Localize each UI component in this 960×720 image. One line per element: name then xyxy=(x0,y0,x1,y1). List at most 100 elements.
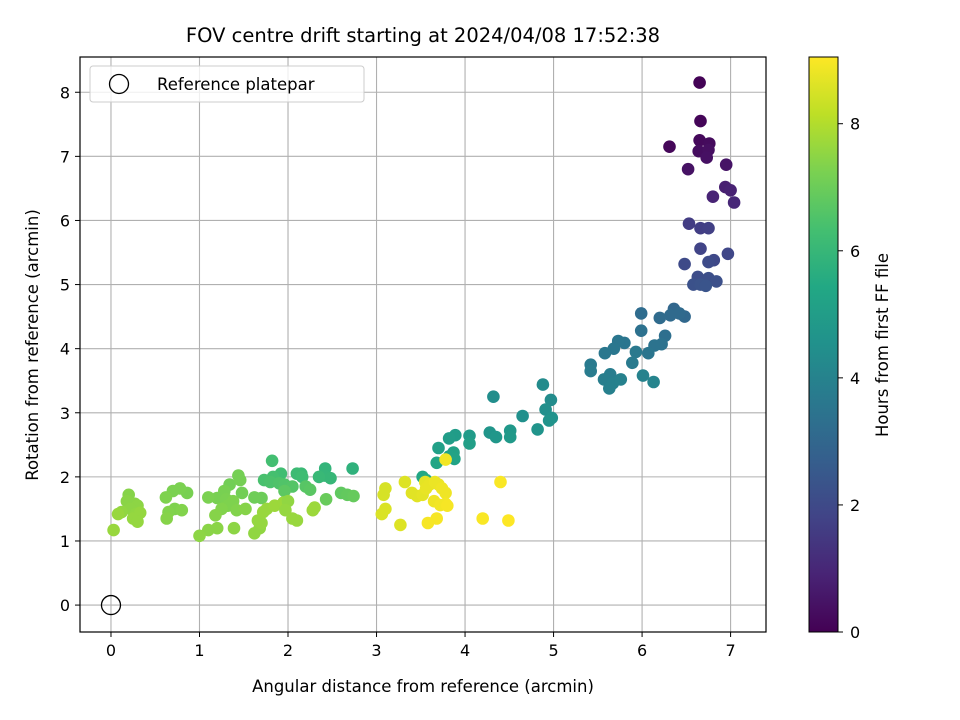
scatter-point xyxy=(642,346,655,360)
scatter-point xyxy=(421,516,435,530)
scatter-point xyxy=(248,491,261,504)
y-tick-label: 8 xyxy=(60,83,70,102)
scatter-point xyxy=(377,488,390,502)
colorbar-label: Hours from first FF file xyxy=(873,253,892,437)
scatter-point xyxy=(278,484,291,498)
scatter-point xyxy=(111,507,125,521)
y-axis-ticks: 0 1 2 3 4 5 6 7 8 xyxy=(60,83,80,615)
scatter-point xyxy=(693,134,706,147)
scatter-point xyxy=(233,473,247,487)
x-tick-label: 0 xyxy=(106,641,116,660)
scatter-point xyxy=(375,507,389,521)
scatter-point xyxy=(441,499,454,512)
scatter-point xyxy=(531,423,544,436)
scatter-point xyxy=(544,393,558,407)
scatter-point xyxy=(439,453,452,466)
scatter-point xyxy=(312,470,326,484)
scatter-point xyxy=(647,375,660,389)
scatter-point xyxy=(721,247,735,261)
scatter-point xyxy=(710,275,723,288)
scatter-point xyxy=(193,529,206,543)
colorbar-tick-label: 6 xyxy=(850,242,860,261)
scatter-point xyxy=(700,151,713,164)
scatter-point xyxy=(724,184,737,197)
scatter-point xyxy=(653,311,667,325)
legend: Reference platepar xyxy=(89,65,365,103)
scatter-point xyxy=(319,493,333,506)
scatter-point xyxy=(463,437,476,450)
scatter-point xyxy=(694,114,707,128)
scatter-point xyxy=(303,483,317,497)
scatter-point xyxy=(727,196,741,209)
y-tick-label: 6 xyxy=(60,211,70,230)
scatter-point xyxy=(239,502,252,516)
scatter-point xyxy=(516,409,529,423)
scatter-point xyxy=(706,190,720,203)
scatter-point xyxy=(626,356,639,370)
y-tick-label: 4 xyxy=(60,340,70,359)
scatter-point xyxy=(584,364,597,378)
scatter-point xyxy=(719,158,733,171)
scatter-point xyxy=(160,512,173,525)
scatter-point xyxy=(432,441,445,455)
scatter-point xyxy=(442,432,456,445)
scatter-point xyxy=(693,76,706,89)
y-tick-label: 5 xyxy=(60,276,70,295)
scatter-point xyxy=(634,307,648,320)
scatter-point xyxy=(702,255,715,269)
reference-marker xyxy=(100,594,122,616)
y-axis-label: Rotation from reference (arcmin) xyxy=(23,209,42,481)
colorbar-tick-label: 0 xyxy=(850,623,860,642)
scatter-point xyxy=(159,491,173,504)
scatter-point xyxy=(614,373,628,386)
y-tick-label: 3 xyxy=(60,404,70,423)
scatter-point xyxy=(209,509,222,522)
scatter-point xyxy=(629,345,643,359)
legend-box xyxy=(89,65,365,103)
y-tick-label: 1 xyxy=(60,532,70,551)
colorbar-tick-label: 4 xyxy=(850,369,860,388)
scatter-point xyxy=(476,512,490,525)
reference-point xyxy=(100,594,122,616)
scatter-point xyxy=(324,471,337,485)
scatter-point xyxy=(702,221,715,235)
scatter-point xyxy=(394,518,407,532)
x-axis-ticks: 0 1 2 3 4 5 6 7 xyxy=(106,632,736,660)
scatter-point xyxy=(673,307,686,320)
scatter-point xyxy=(682,217,696,230)
scatter-point xyxy=(636,369,650,382)
scatter-point xyxy=(678,257,691,271)
scatter-point xyxy=(502,514,515,527)
scatter-point xyxy=(227,521,241,535)
scatter-point xyxy=(308,501,321,514)
chart-title: FOV centre drift starting at 2024/04/08 … xyxy=(186,24,660,47)
scatter-point xyxy=(542,414,556,427)
scatter-point xyxy=(439,486,452,500)
y-tick-label: 0 xyxy=(60,596,70,615)
scatter-point xyxy=(347,489,360,503)
y-tick-label: 7 xyxy=(60,147,70,166)
data-points xyxy=(107,76,741,543)
scatter-point xyxy=(290,514,304,527)
scatter-point xyxy=(681,162,695,176)
scatter-point xyxy=(694,242,707,255)
legend-entry-label: Reference platepar xyxy=(157,75,315,94)
x-tick-label: 5 xyxy=(548,641,558,660)
scatter-point xyxy=(398,475,412,489)
scatter-point xyxy=(279,503,292,517)
scatter-point xyxy=(346,462,359,475)
scatter-point xyxy=(699,279,713,293)
colorbar-tick-label: 8 xyxy=(850,115,860,134)
scatter-point xyxy=(131,515,144,528)
colorbar: 0 2 4 6 8 Hours from first FF file xyxy=(808,56,892,642)
scatter-point xyxy=(202,491,215,504)
scatter-point xyxy=(536,378,550,391)
scatter-point xyxy=(634,324,648,338)
plot-frame xyxy=(79,56,767,633)
x-tick-label: 4 xyxy=(460,641,470,660)
scatter-point xyxy=(235,486,249,500)
x-tick-label: 3 xyxy=(371,641,381,660)
scatter-point xyxy=(487,390,500,404)
scatter-point xyxy=(107,523,120,537)
